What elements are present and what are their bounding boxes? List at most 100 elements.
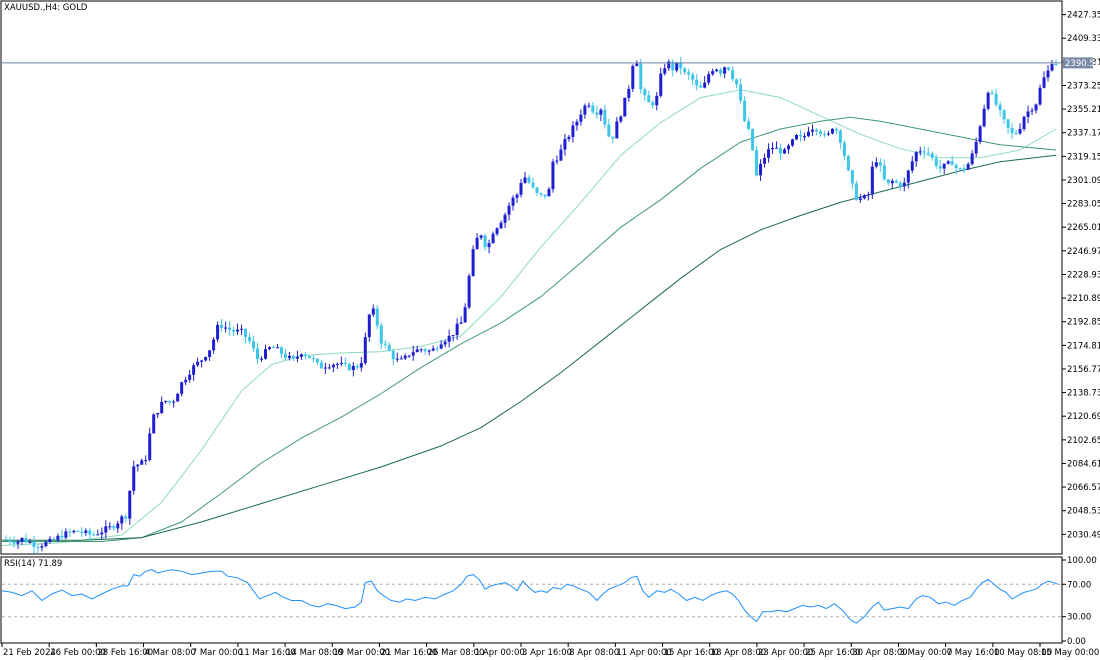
candle-body — [1051, 64, 1054, 71]
time-axis-label: 4 Mar 08:00 — [145, 648, 196, 658]
candle-body — [923, 151, 926, 152]
candle-body — [464, 307, 467, 322]
candle-body — [899, 183, 902, 187]
candle-body — [156, 413, 159, 414]
candle-body — [184, 380, 187, 382]
candle-body — [659, 74, 662, 96]
candle-body — [232, 330, 235, 332]
candle-body — [200, 360, 203, 361]
candle-body — [695, 80, 698, 86]
candle-body — [192, 365, 195, 374]
price-axis-label: 2355.21 — [1067, 105, 1100, 115]
candle-body — [468, 276, 471, 307]
candle-body — [535, 187, 538, 193]
candle-body — [316, 359, 319, 363]
candle-body — [304, 354, 307, 356]
candle-body — [787, 145, 790, 149]
rsi-axis-label: 30.00 — [1067, 613, 1091, 623]
candle-body — [1055, 64, 1058, 65]
candle-body — [1039, 88, 1042, 105]
candle-body — [140, 460, 143, 464]
candle-body — [547, 189, 550, 196]
candle-body — [883, 165, 886, 179]
candle-body — [611, 137, 614, 139]
candle-body — [16, 542, 19, 544]
candle-body — [392, 351, 395, 359]
candle-body — [955, 165, 958, 168]
candle-body — [931, 153, 934, 158]
candle-body — [919, 151, 922, 152]
price-axis-label: 2138.73 — [1067, 389, 1100, 399]
candle-body — [104, 526, 107, 532]
candle-body — [627, 89, 630, 98]
candle-body — [136, 465, 139, 467]
candle-body — [172, 402, 175, 403]
candle-body — [32, 542, 35, 547]
candle-body — [112, 526, 115, 528]
candle-body — [939, 166, 942, 168]
candle-body — [12, 542, 15, 544]
candle-body — [484, 235, 487, 247]
candle-body — [292, 356, 295, 359]
price-axis-label: 2156.77 — [1067, 365, 1100, 375]
candle-body — [847, 156, 850, 170]
candle-body — [76, 531, 79, 532]
candle-body — [927, 153, 930, 154]
candle-body — [799, 135, 802, 136]
candle-body — [164, 401, 167, 402]
rsi-axis: 100.0070.0030.000.00 — [1062, 556, 1097, 647]
candle-body — [943, 164, 946, 169]
candle-body — [524, 177, 527, 183]
candle-body — [639, 64, 642, 90]
candle-body — [727, 67, 730, 70]
price-panel: XAUUSD.,H4: GOLD 2427.352409.332391.3123… — [1, 1, 1100, 554]
candle-body — [48, 539, 51, 542]
price-axis-label: 2301.09 — [1067, 176, 1100, 186]
candle-body — [56, 536, 59, 540]
candle-body — [444, 342, 447, 345]
candle-body — [531, 182, 534, 187]
candle-body — [979, 126, 982, 141]
candle-body — [779, 148, 782, 154]
candle-body — [148, 433, 151, 460]
candle-body — [204, 357, 207, 360]
candle-body — [52, 539, 55, 540]
candle-body — [959, 168, 962, 169]
candle-body — [691, 74, 694, 79]
candle-body — [551, 162, 554, 189]
candle-body — [448, 336, 451, 342]
candle-body — [1003, 110, 1006, 119]
candle-body — [835, 129, 838, 131]
candle-body — [999, 105, 1002, 110]
candle-body — [488, 243, 491, 247]
candle-body — [64, 531, 67, 537]
candle-body — [735, 79, 738, 84]
candle-body — [492, 234, 495, 243]
candle-body — [344, 363, 347, 364]
candle-body — [663, 68, 666, 73]
candle-body — [751, 129, 754, 150]
candle-body — [420, 349, 423, 350]
candle-body — [364, 337, 367, 363]
candle-body — [1035, 104, 1038, 110]
candle-body — [308, 356, 311, 358]
time-axis-label: 3 Apr 16:00 — [522, 648, 572, 658]
candle-body — [516, 195, 519, 198]
candle-body — [88, 530, 91, 534]
candle-body — [328, 367, 331, 368]
candle-body — [655, 96, 658, 105]
candle-body — [587, 106, 590, 107]
candle-body — [152, 414, 155, 433]
candle-body — [496, 228, 499, 234]
candle-body — [843, 143, 846, 156]
candle-body — [851, 170, 854, 183]
candle-body — [619, 116, 622, 121]
time-axis-label: 7 May 16:00 — [947, 648, 1000, 658]
price-panel-frame — [1, 1, 1062, 554]
candle-body — [1015, 133, 1018, 134]
candle-body — [983, 109, 986, 127]
candle-body — [132, 466, 135, 490]
candle-body — [376, 309, 379, 326]
candle-body — [252, 341, 255, 348]
candle-body — [867, 194, 870, 195]
